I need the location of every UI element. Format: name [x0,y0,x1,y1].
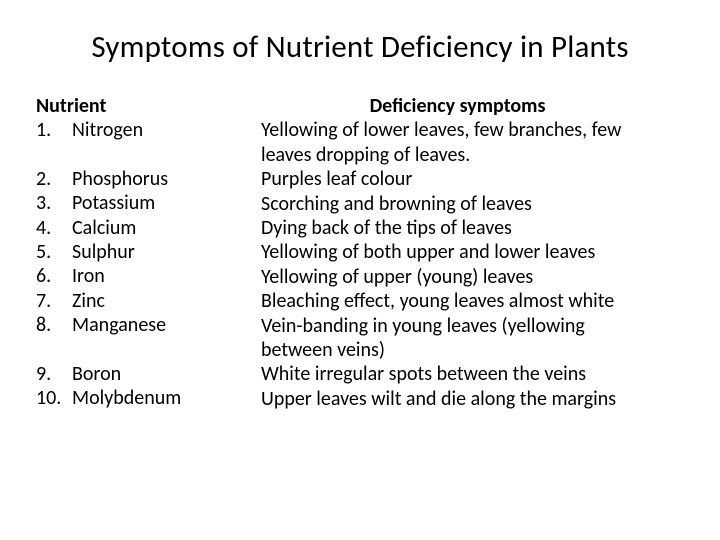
symptom-text: between veins) [261,338,684,362]
nutrient-row: 5. Sulphur [36,240,261,264]
nutrient-row: 8. Manganese [36,313,261,337]
nutrient-row: 9. Boron [36,362,261,386]
nutrient-row: 3. Potassium [36,191,261,215]
nutrient-name: Phosphorus [72,167,261,191]
symptom-text: Dying back of the tips of leaves [261,216,684,240]
symptom-text: Scorching and browning of leaves [261,192,684,216]
nutrient-column: Nutrient 1. Nitrogen 2. Phosphorus 3. Po… [36,94,261,411]
nutrient-number: 7. [36,289,72,313]
symptom-text: Purples leaf colour [261,167,684,191]
symptom-text: Upper leaves wilt and die along the marg… [261,387,684,411]
nutrient-name: Iron [72,264,261,288]
nutrient-number: 4. [36,216,72,240]
nutrient-row: 10. Molybdenum [36,386,261,410]
nutrient-name: Boron [72,362,261,386]
nutrient-row: 4. Calcium [36,216,261,240]
content-columns: Nutrient 1. Nitrogen 2. Phosphorus 3. Po… [36,94,684,411]
nutrient-number: 2. [36,167,72,191]
symptom-text: Vein-banding in young leaves (yellowing [261,314,684,338]
nutrient-row: 7. Zinc [36,289,261,313]
symptoms-column: Deficiency symptoms Yellowing of lower l… [261,94,684,411]
symptom-text: Yellowing of lower leaves, few branches,… [261,118,684,142]
nutrient-name: Zinc [72,289,261,313]
nutrient-name: Nitrogen [72,118,261,142]
nutrient-number: 3. [36,191,72,215]
nutrient-row: 2. Phosphorus [36,167,261,191]
row-gap [36,338,261,362]
symptom-text: White irregular spots between the veins [261,362,684,386]
row-gap [36,143,261,167]
nutrient-name: Molybdenum [72,386,261,410]
symptom-text: leaves dropping of leaves. [261,143,684,167]
nutrient-name: Manganese [72,313,261,337]
nutrient-name: Calcium [72,216,261,240]
nutrient-name: Potassium [72,191,261,215]
nutrient-number: 5. [36,240,72,264]
nutrient-number: 1. [36,118,72,142]
slide-title: Symptoms of Nutrient Deficiency in Plant… [36,28,684,66]
nutrient-row: 6. Iron [36,264,261,288]
nutrient-number: 6. [36,264,72,288]
nutrient-number: 10. [36,386,72,410]
nutrient-name: Sulphur [72,240,261,264]
symptom-text: Yellowing of both upper and lower leaves [261,240,684,264]
symptoms-header: Deficiency symptoms [261,94,684,118]
nutrient-number: 9. [36,362,72,386]
symptom-text: Yellowing of upper (young) leaves [261,265,684,289]
nutrient-number: 8. [36,313,72,337]
slide: Symptoms of Nutrient Deficiency in Plant… [0,0,720,540]
symptom-text: Bleaching effect, young leaves almost wh… [261,289,684,313]
nutrient-header: Nutrient [36,94,261,118]
nutrient-row: 1. Nitrogen [36,118,261,142]
